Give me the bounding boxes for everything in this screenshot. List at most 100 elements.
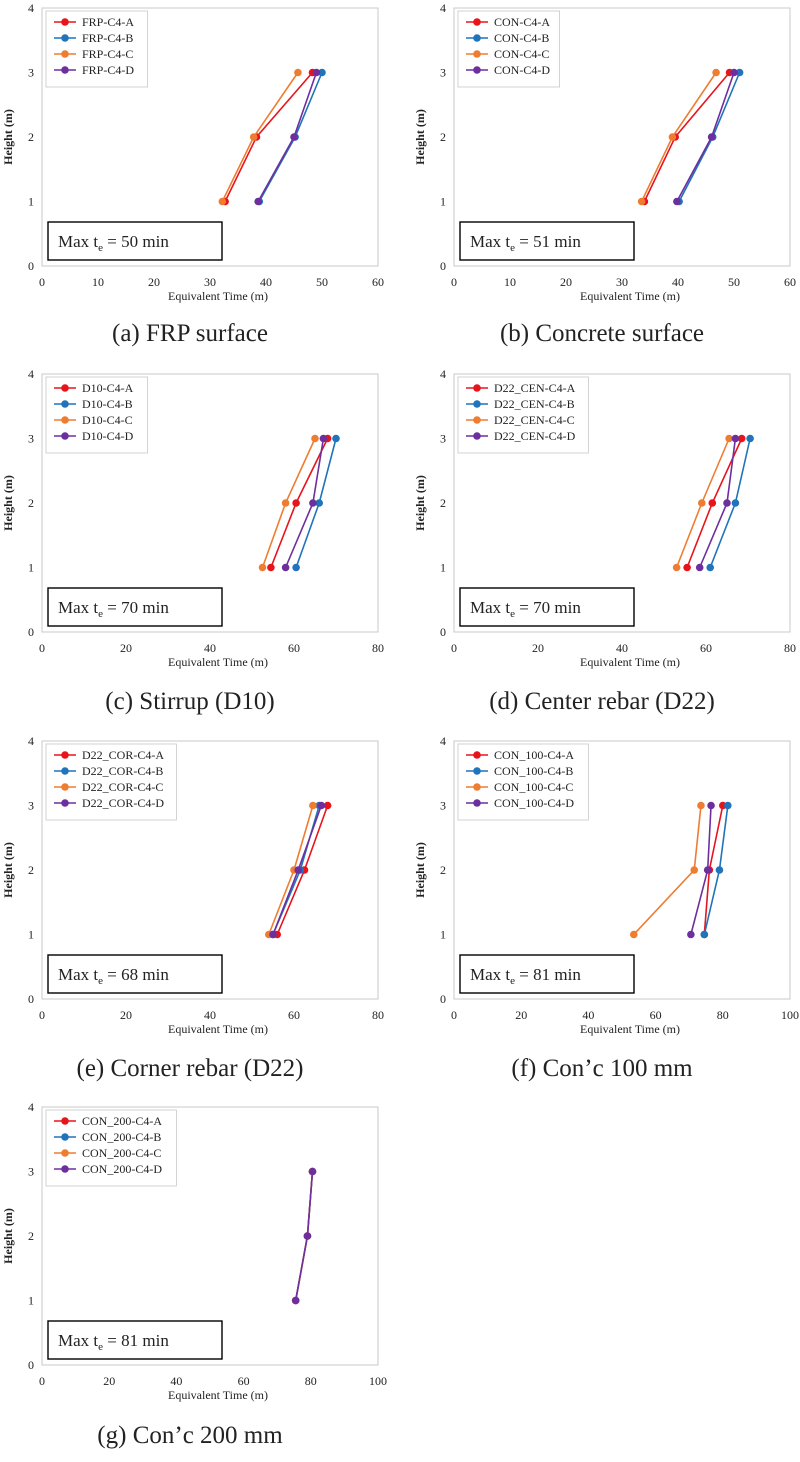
x-axis-title: Equivalent Time (m)	[580, 1022, 680, 1036]
data-point-D22_CEN-C4-A	[708, 499, 717, 507]
data-point-CON-C4-B	[735, 68, 744, 77]
x-tick-label: 20	[532, 641, 544, 655]
max-te-subscript: e	[98, 242, 103, 254]
x-tick-label: 80	[717, 1008, 729, 1022]
data-point-D10-C4-D	[281, 563, 290, 572]
panel-caption: (a) FRP surface	[112, 320, 268, 347]
data-point-D22_COR-C4-C	[309, 801, 317, 810]
x-axis-title: Equivalent Time (m)	[168, 1022, 268, 1036]
legend-marker	[473, 751, 481, 759]
max-te-label: Max te = 51 min	[470, 232, 581, 254]
x-tick-label: 40	[170, 1374, 182, 1388]
x-tick-label: 40	[672, 275, 684, 289]
y-tick-label: 0	[440, 259, 446, 273]
x-tick-label: 20	[148, 275, 160, 289]
data-point-CON_100-C4-B	[715, 866, 724, 874]
y-tick-label: 2	[440, 863, 446, 877]
x-tick-label: 0	[39, 275, 45, 289]
max-te-label: Max te = 81 min	[470, 965, 581, 987]
legend-label: CON_200-C4-C	[82, 1146, 161, 1160]
data-point-D22_COR-C4-D	[294, 866, 303, 874]
x-tick-label: 0	[451, 1008, 457, 1022]
y-tick-label: 1	[440, 928, 446, 942]
legend-marker	[61, 18, 69, 26]
legend-label: D22_COR-C4-C	[82, 780, 163, 794]
max-te-subscript: e	[98, 1341, 103, 1353]
y-tick-label: 3	[440, 66, 446, 80]
max-te-prefix: Max t	[58, 232, 98, 251]
x-tick-label: 60	[372, 275, 384, 289]
data-point-D22_COR-C4-D	[317, 801, 326, 810]
legend-marker	[61, 1149, 69, 1157]
y-tick-label: 3	[28, 1165, 34, 1179]
max-te-subscript: e	[510, 608, 515, 620]
x-tick-label: 10	[92, 275, 104, 289]
x-tick-label: 20	[120, 1008, 132, 1022]
panel-caption: (b) Concrete surface	[500, 320, 704, 347]
x-tick-label: 100	[781, 1008, 799, 1022]
max-te-label: Max te = 81 min	[58, 1331, 169, 1353]
x-axis-title: Equivalent Time (m)	[580, 655, 680, 669]
legend-label: D22_CEN-C4-B	[494, 397, 575, 411]
x-tick-label: 50	[728, 275, 740, 289]
x-tick-label: 60	[650, 1008, 662, 1022]
legend-label: D22_CEN-C4-C	[494, 413, 575, 427]
legend-marker	[473, 50, 481, 58]
legend-label: CON_200-C4-A	[82, 1114, 162, 1128]
y-tick-label: 3	[28, 66, 34, 80]
legend-marker	[473, 384, 481, 392]
y-tick-label: 4	[28, 367, 34, 381]
data-point-CON_200-C4-D	[303, 1232, 312, 1240]
data-point-D22_CEN-C4-D	[723, 499, 731, 507]
legend-label: D22_CEN-C4-D	[494, 429, 576, 443]
legend-box	[45, 10, 148, 88]
data-point-D22_CEN-C4-B	[731, 499, 740, 507]
y-tick-label: 3	[440, 432, 446, 446]
x-tick-label: 40	[582, 1008, 594, 1022]
y-tick-label: 1	[28, 928, 34, 942]
y-axis-title: Height (m)	[413, 842, 427, 898]
y-axis-title: Height (m)	[1, 842, 15, 898]
max-te-box	[47, 221, 223, 261]
x-tick-label: 60	[238, 1374, 250, 1388]
x-tick-label: 0	[39, 1008, 45, 1022]
panel-caption: (e) Corner rebar (D22)	[77, 1055, 304, 1082]
max-te-label: Max te = 70 min	[470, 598, 581, 620]
x-tick-label: 0	[39, 641, 45, 655]
legend-marker	[473, 432, 481, 440]
legend-marker	[473, 66, 481, 74]
y-tick-label: 0	[440, 992, 446, 1006]
data-point-D10-C4-C	[311, 434, 319, 443]
legend-label: D22_COR-C4-B	[82, 764, 163, 778]
y-tick-label: 4	[28, 1, 34, 15]
data-point-D22_CEN-C4-C	[698, 499, 706, 507]
legend-marker	[61, 1117, 69, 1125]
data-point-D22_CEN-C4-D	[731, 434, 740, 443]
y-tick-label: 3	[28, 799, 34, 813]
max-te-value: = 81 min	[515, 965, 581, 984]
legend-label: CON_200-C4-D	[82, 1162, 162, 1176]
y-tick-label: 0	[440, 625, 446, 639]
y-axis-title: Height (m)	[1, 109, 15, 165]
legend-label: FRP-C4-A	[82, 15, 134, 29]
max-te-box	[459, 954, 635, 994]
legend-label: FRP-C4-D	[82, 63, 134, 77]
panel-caption: (f) Con’c 100 mm	[511, 1055, 693, 1082]
legend-label: FRP-C4-C	[82, 47, 133, 61]
x-tick-label: 40	[204, 1008, 216, 1022]
y-tick-label: 2	[28, 130, 34, 144]
data-point-D22_CEN-C4-D	[695, 563, 704, 572]
x-tick-label: 20	[560, 275, 572, 289]
legend-marker	[61, 783, 69, 791]
data-point-D22_CEN-C4-A	[737, 434, 746, 443]
panel-caption: (d) Center rebar (D22)	[489, 688, 715, 715]
x-axis-title: Equivalent Time (m)	[580, 289, 680, 303]
y-tick-label: 1	[28, 195, 34, 209]
legend-label: CON-C4-C	[494, 47, 549, 61]
data-point-CON_100-C4-D	[707, 801, 715, 810]
legend-marker	[61, 34, 69, 42]
data-point-D22_CEN-C4-C	[672, 563, 681, 572]
